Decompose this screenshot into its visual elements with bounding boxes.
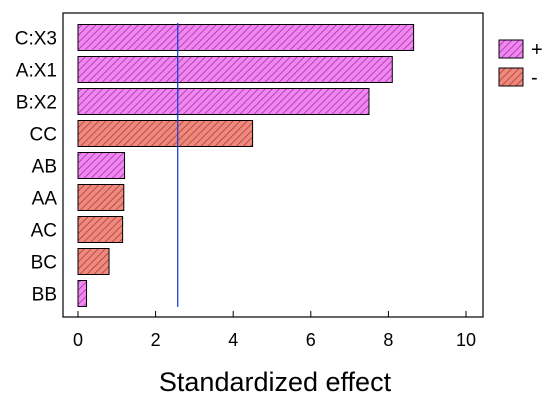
legend-label-plus: + [531,39,543,61]
category-label: BB [32,285,57,306]
bar-bc [77,248,110,275]
bar-aa [77,184,125,211]
category-label: AC [31,221,57,242]
x-axis-title: Standardized effect [159,367,392,397]
bar-bx2 [77,88,370,115]
bar-ab [77,152,126,179]
x-tick-label: 2 [151,330,161,350]
category-label: BC [31,253,57,274]
category-label: C:X3 [15,29,57,50]
x-tick-label: 8 [383,330,393,350]
bar-bb [77,280,88,307]
legend: + - [498,39,543,89]
category-label: B:X2 [16,93,57,114]
category-label: AA [32,189,58,210]
x-tick-label: 0 [73,330,83,350]
legend-swatch-minus [498,67,524,87]
category-label: AB [32,157,57,178]
bar-cc [77,120,254,147]
x-tick-label: 10 [456,330,476,350]
bar-cx3 [77,24,415,51]
legend-swatch-plus [498,39,524,59]
x-tick-label: 4 [228,330,238,350]
category-label: A:X1 [16,61,57,82]
legend-label-minus: - [531,67,538,89]
x-tick-label: 6 [306,330,316,350]
plot-frame [62,12,484,318]
bar-ax1 [77,56,393,83]
bar-ac [77,216,124,243]
category-label: CC [30,125,57,146]
